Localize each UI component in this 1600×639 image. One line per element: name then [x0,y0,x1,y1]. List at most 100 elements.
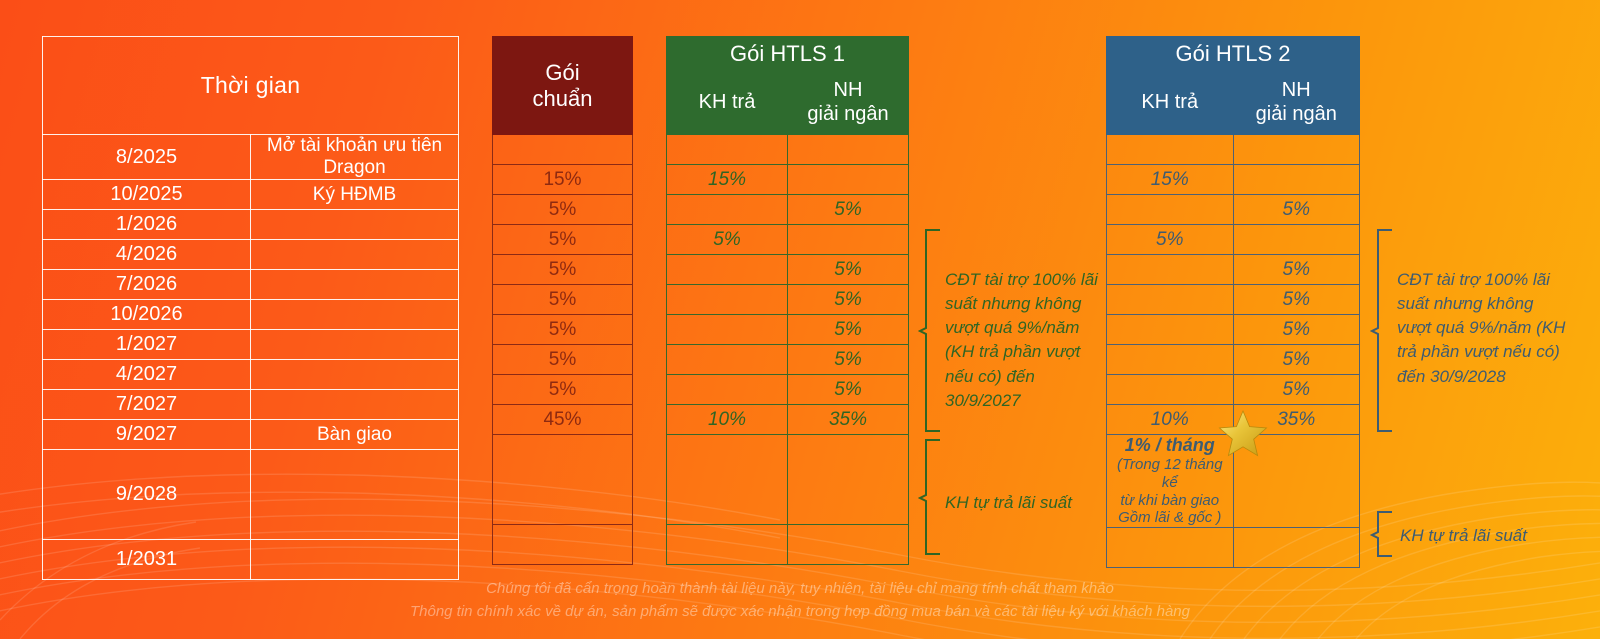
htls2-monthly-main: 1% / tháng [1124,435,1215,455]
htls1-kh-value [666,314,788,345]
htls2-nh-value [1232,224,1360,255]
htls2-monthly-sub3: Gồm lãi & gốc ) [1118,509,1222,527]
table-header-row: Gói HTLS 1 [666,36,909,71]
standard-value [492,524,633,565]
htls1-nh-value: 35% [787,404,909,435]
table-row: 5% [1106,284,1360,315]
htls2-support-note: CĐT tài trợ 100% lãi suất nhưng không vư… [1397,270,1566,386]
table-row: 5% [1106,194,1360,225]
htls1-title: Gói HTLS 1 [666,36,909,71]
htls2-self-brace [1370,511,1392,557]
table-row: 5% [492,374,633,405]
timeline-event: Mở tài khoản ưu tiên Dragon [250,134,459,180]
timeline-date: 1/2026 [42,209,251,240]
table-row: 4/2027 [42,359,459,390]
timeline-date: 10/2026 [42,299,251,330]
timeline-event [250,329,459,360]
standard-package-header-line2: chuẩn [532,85,593,111]
htls1-nh-value [787,524,909,565]
htls1-self-note: KH tự trả lãi suất [945,493,1072,512]
htls1-kh-value [666,284,788,315]
table-row [666,434,909,525]
table-row: 9/2028 [42,449,459,540]
htls2-kh-value: 15% [1106,164,1234,195]
timeline-event [250,269,459,300]
standard-package-table: Gói chuẩn 15% 5% 5% 5% 5% 5% 5% 5% 45% [492,36,633,565]
table-row: 5% [666,224,909,255]
table-row: 8/2025 Mở tài khoản ưu tiên Dragon [42,134,459,180]
standard-value [492,134,633,165]
timeline-event [250,389,459,420]
timeline-date: 9/2027 [42,419,251,450]
htls2-col-nh-line1: NH [1281,79,1311,102]
timeline-table: Thời gian 8/2025 Mở tài khoản ưu tiên Dr… [42,36,459,580]
table-row [492,134,633,165]
standard-value: 5% [492,284,633,315]
table-row: 5% [1106,224,1360,255]
table-header-row: Thời gian [42,36,459,135]
timeline-event: Bàn giao [250,419,459,450]
standard-value: 5% [492,254,633,285]
htls1-kh-value [666,194,788,225]
table-row: 9/2027 Bàn giao [42,419,459,450]
table-row: 5% [666,314,909,345]
htls2-kh-value [1106,344,1234,375]
htls2-col-kh: KH trả [1106,70,1234,135]
htls1-support-brace [918,229,940,432]
htls1-nh-value: 5% [787,194,909,225]
htls1-nh-value: 5% [787,344,909,375]
table-row: 5% [666,344,909,375]
timeline-date: 4/2026 [42,239,251,270]
htls1-kh-value [666,434,788,525]
htls1-kh-value [666,344,788,375]
disclaimer-footer: Chúng tôi đã cẩn trọng hoàn thành tài li… [0,578,1600,623]
table-row: 10/2025 Ký HĐMB [42,179,459,210]
htls2-col-nh-line2: giải ngân [1255,102,1337,125]
htls1-kh-value: 15% [666,164,788,195]
timeline-event [250,539,459,580]
timeline-date: 10/2025 [42,179,251,210]
htls1-nh-value [787,434,909,525]
standard-value [492,434,633,525]
table-row: 5% [492,344,633,375]
timeline-date: 9/2028 [42,449,251,540]
table-row: 4/2026 [42,239,459,270]
table-row [1106,526,1360,568]
table-row: 5% [1106,314,1360,345]
table-row [492,524,633,565]
htls1-kh-value: 10% [666,404,788,435]
table-row: 5% [666,254,909,285]
htls1-kh-value [666,524,788,565]
htls1-support-note: CĐT tài trợ 100% lãi suất nhưng không vư… [945,270,1098,410]
htls2-nh-value: 5% [1232,314,1360,345]
table-row: 5% [1106,374,1360,405]
standard-package-header: Gói chuẩn [492,36,633,135]
table-row: 45% [492,404,633,435]
timeline-event: Ký HĐMB [250,179,459,210]
timeline-event [250,209,459,240]
htls2-nh-value: 5% [1232,194,1360,225]
htls1-kh-value [666,134,788,165]
htls2-support-brace [1370,229,1392,432]
table-row: 1/2027 [42,329,459,360]
standard-value: 5% [492,344,633,375]
htls2-kh-value [1106,254,1234,285]
htls1-nh-value: 5% [787,374,909,405]
htls2-title: Gói HTLS 2 [1106,36,1360,71]
htls2-monthly-cell: 1% / tháng (Trong 12 tháng kể từ khi bàn… [1106,434,1234,528]
table-header-row: Gói HTLS 2 [1106,36,1360,71]
htls1-kh-value: 5% [666,224,788,255]
htls2-nh-value: 5% [1232,344,1360,375]
table-row: 15% [1106,164,1360,195]
htls2-nh-value [1232,164,1360,195]
table-row [666,524,909,565]
table-row: 5% [666,284,909,315]
table-row: 5% [492,284,633,315]
standard-value: 5% [492,194,633,225]
table-row: 5% [1106,344,1360,375]
htls2-table: Gói HTLS 2 KH trả NH giải ngân 15% 5% 5%… [1106,36,1360,568]
table-row: 15% [666,164,909,195]
table-row: 5% [492,224,633,255]
htls1-kh-value [666,374,788,405]
htls2-kh-value [1106,374,1234,405]
